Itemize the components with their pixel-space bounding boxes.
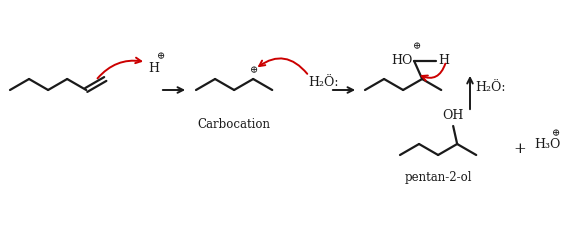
- Text: ⊕: ⊕: [552, 129, 560, 138]
- Text: OH: OH: [442, 109, 464, 122]
- Text: HO: HO: [391, 54, 412, 68]
- Text: H₃O: H₃O: [534, 138, 560, 151]
- Text: H: H: [148, 61, 159, 74]
- Text: ⊕: ⊕: [250, 66, 258, 75]
- Text: ⊕: ⊕: [413, 42, 421, 51]
- Text: ⊕: ⊕: [157, 52, 165, 61]
- Text: pentan-2-ol: pentan-2-ol: [404, 171, 472, 184]
- Text: H: H: [438, 54, 449, 68]
- Text: H₂Ö:: H₂Ö:: [308, 75, 339, 88]
- Text: +: +: [514, 142, 526, 156]
- Text: Carbocation: Carbocation: [198, 118, 271, 131]
- Text: H₂Ö:: H₂Ö:: [475, 81, 506, 94]
